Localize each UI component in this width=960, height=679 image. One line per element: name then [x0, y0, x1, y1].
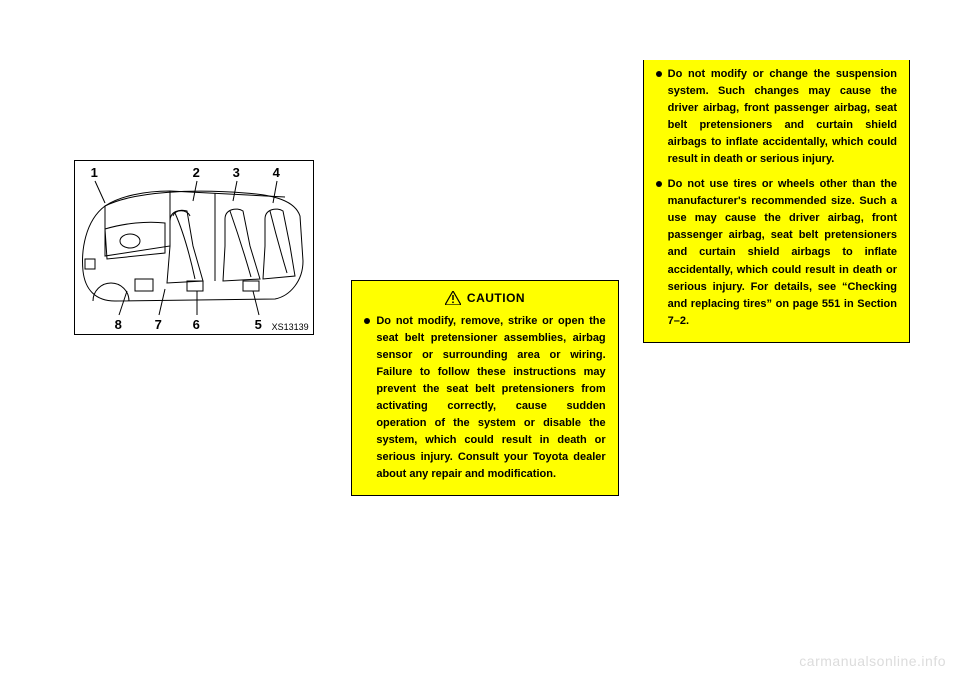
vehicle-cutaway-icon: [75, 161, 315, 336]
manual-page: 1 2 3 4 8 7 6 5 XS13139: [0, 0, 960, 679]
column-2: CAUTION Do not modify, remove, strike or…: [351, 60, 618, 496]
caution-list: Do not modify or change the suspension s…: [656, 66, 897, 330]
column-layout: 1 2 3 4 8 7 6 5 XS13139: [0, 0, 960, 496]
diagram-callout-number: 3: [233, 165, 240, 180]
caution-item: Do not use tires or wheels other than th…: [656, 176, 897, 329]
vehicle-interior-diagram: 1 2 3 4 8 7 6 5 XS13139: [74, 160, 314, 335]
caution-box: CAUTION Do not modify, remove, strike or…: [351, 280, 618, 496]
diagram-callout-number: 2: [193, 165, 200, 180]
column-1: 1 2 3 4 8 7 6 5 XS13139: [60, 60, 327, 496]
diagram-code: XS13139: [272, 322, 309, 332]
caution-title: CAUTION: [467, 291, 525, 305]
diagram-callout-number: 7: [155, 317, 162, 332]
watermark-text: carmanualsonline.info: [799, 653, 946, 669]
diagram-callout-number: 1: [91, 165, 98, 180]
warning-triangle-icon: [445, 291, 461, 305]
caution-header: CAUTION: [364, 291, 605, 305]
diagram-callout-number: 4: [273, 165, 280, 180]
caution-list: Do not modify, remove, strike or open th…: [364, 313, 605, 483]
caution-item: Do not modify or change the suspension s…: [656, 66, 897, 168]
diagram-callout-number: 8: [115, 317, 122, 332]
column-3: Do not modify or change the suspension s…: [643, 60, 910, 496]
diagram-callout-number: 6: [193, 317, 200, 332]
diagram-callout-number: 5: [255, 317, 262, 332]
caution-box-continued: Do not modify or change the suspension s…: [643, 60, 910, 343]
caution-item: Do not modify, remove, strike or open th…: [364, 313, 605, 483]
